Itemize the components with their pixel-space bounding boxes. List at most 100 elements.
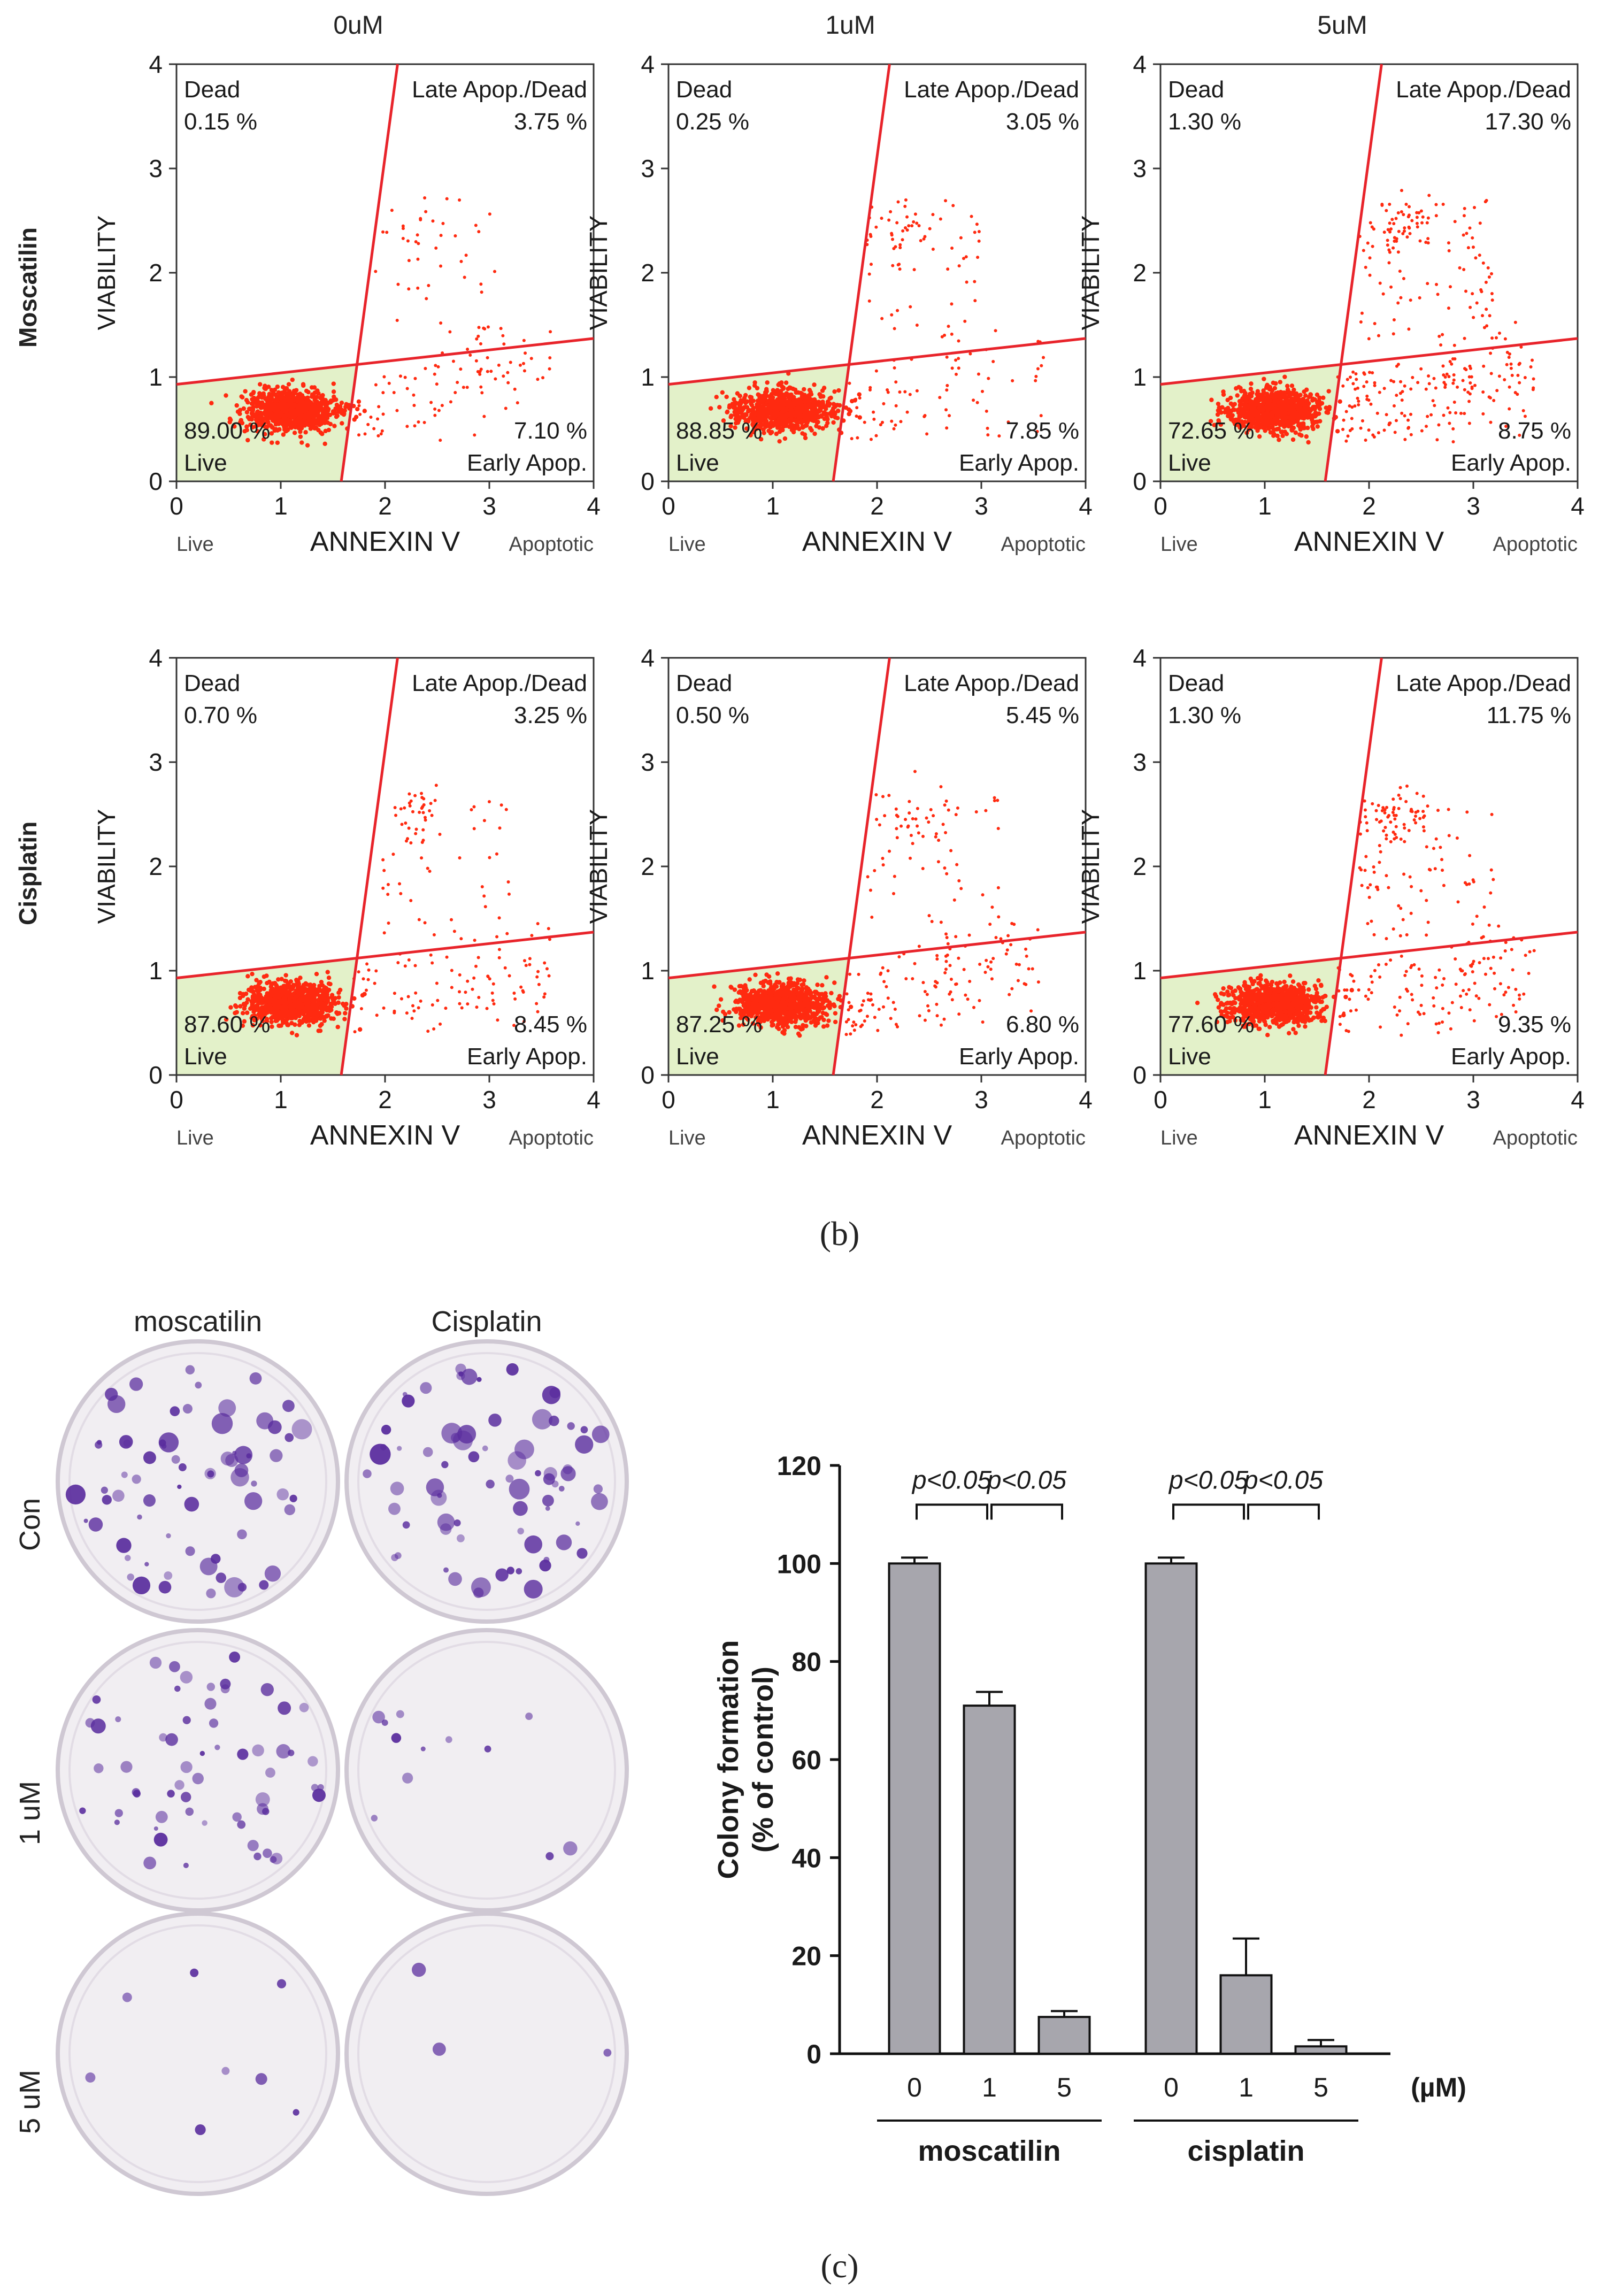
data-point xyxy=(863,420,866,424)
data-point xyxy=(1282,429,1287,434)
data-point xyxy=(427,283,430,287)
data-point xyxy=(439,234,443,237)
data-point xyxy=(453,234,457,238)
data-point xyxy=(793,410,798,414)
data-point xyxy=(1275,427,1280,432)
data-point xyxy=(541,376,545,380)
data-point xyxy=(435,382,439,386)
data-point xyxy=(762,394,767,398)
data-point xyxy=(890,313,894,317)
data-point xyxy=(382,1006,386,1010)
data-point xyxy=(298,429,303,434)
quadrant-live-label: Live xyxy=(1168,450,1211,476)
data-point xyxy=(1305,398,1310,403)
data-point xyxy=(1367,428,1371,432)
data-point xyxy=(760,417,765,421)
data-point xyxy=(1216,401,1221,406)
data-point xyxy=(1400,398,1404,402)
data-point xyxy=(311,418,316,423)
data-point xyxy=(288,391,294,396)
data-point xyxy=(1348,404,1351,408)
data-point xyxy=(1426,414,1429,418)
y-tick-label: 1 xyxy=(641,363,655,391)
data-point xyxy=(375,1013,379,1017)
data-point xyxy=(1437,423,1441,427)
quadrant-late-value: 3.25 % xyxy=(514,702,587,728)
data-point xyxy=(543,992,547,996)
data-point xyxy=(493,270,497,273)
data-point xyxy=(465,386,469,389)
data-point xyxy=(957,357,960,360)
data-point xyxy=(959,236,963,240)
data-point xyxy=(497,363,501,367)
data-point xyxy=(241,406,247,411)
data-point xyxy=(870,263,873,266)
data-point xyxy=(1409,433,1413,436)
data-point xyxy=(430,813,434,817)
data-point xyxy=(323,398,328,403)
data-point xyxy=(376,434,380,437)
data-point xyxy=(1531,358,1534,362)
data-point xyxy=(1315,424,1320,429)
data-point xyxy=(403,375,407,379)
data-point xyxy=(1310,417,1314,423)
data-point xyxy=(759,423,764,427)
y-tick-label: 2 xyxy=(1133,259,1147,287)
quadrant-late-label: Late Apop./Dead xyxy=(1396,76,1571,103)
gate-line-horizontal xyxy=(668,337,1086,386)
data-point xyxy=(1507,356,1511,359)
data-point xyxy=(917,224,921,228)
data-point xyxy=(282,398,287,403)
data-point xyxy=(254,416,259,420)
data-point xyxy=(1348,375,1352,379)
data-point xyxy=(977,229,981,233)
data-point xyxy=(1239,400,1243,405)
data-point xyxy=(386,893,390,896)
data-point xyxy=(1327,405,1332,410)
data-point xyxy=(519,985,523,989)
data-point xyxy=(319,400,325,405)
data-point xyxy=(1448,421,1451,425)
data-point xyxy=(464,254,468,257)
data-point xyxy=(289,425,294,430)
data-point xyxy=(1485,308,1488,311)
data-point xyxy=(275,1013,280,1018)
data-point xyxy=(265,412,270,417)
data-point xyxy=(306,1014,311,1019)
data-point xyxy=(431,219,435,223)
data-point xyxy=(312,385,317,390)
data-point xyxy=(274,410,279,415)
data-point xyxy=(1397,229,1401,233)
data-point xyxy=(485,1007,489,1010)
data-point xyxy=(507,892,511,896)
quadrant-live-label: Live xyxy=(184,450,227,476)
data-point xyxy=(250,1001,255,1005)
data-point xyxy=(522,369,526,373)
data-point xyxy=(1473,383,1477,387)
data-point xyxy=(1221,389,1226,394)
data-point xyxy=(376,417,380,421)
y-tick-label: 0 xyxy=(149,467,163,495)
data-point xyxy=(487,800,491,804)
data-point xyxy=(1513,320,1517,324)
data-point xyxy=(1468,364,1472,368)
data-point xyxy=(973,299,977,303)
data-point xyxy=(444,1007,448,1010)
data-point xyxy=(412,393,416,397)
data-point xyxy=(1487,275,1491,279)
data-point xyxy=(504,406,508,410)
data-point xyxy=(280,1000,285,1005)
x-tick-label: 2 xyxy=(378,1086,392,1114)
data-point xyxy=(1451,440,1455,444)
data-point xyxy=(994,329,997,333)
data-point xyxy=(323,428,328,434)
data-point xyxy=(947,325,950,328)
data-point xyxy=(894,423,897,427)
data-point xyxy=(778,390,783,395)
data-point xyxy=(399,807,403,811)
data-point xyxy=(528,957,532,961)
data-point xyxy=(326,975,332,980)
data-point xyxy=(310,1002,315,1008)
data-point xyxy=(296,396,302,401)
data-point xyxy=(737,401,742,405)
